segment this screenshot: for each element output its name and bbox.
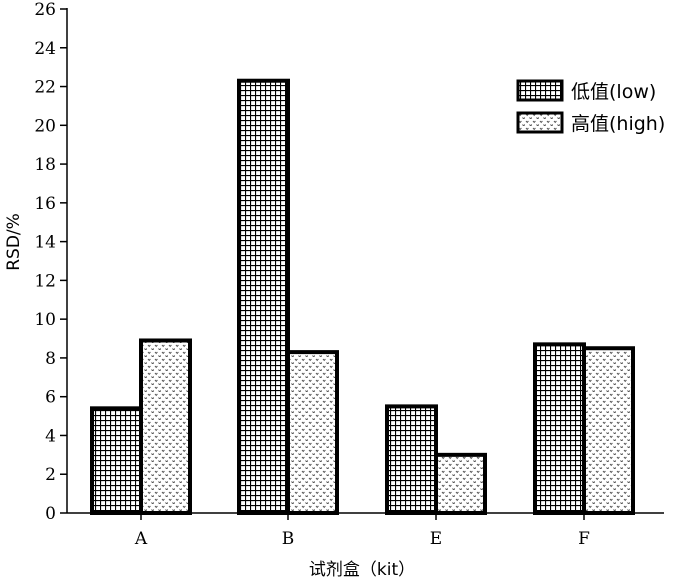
- x-axis-title: 试剂盒（kit）: [309, 560, 415, 580]
- x-tick-label: F: [578, 529, 590, 549]
- bars-layer: [90, 78, 635, 516]
- y-axis-title: RSD/%: [4, 213, 24, 271]
- x-tick-label: A: [134, 529, 148, 549]
- bar-f-high: [582, 346, 635, 515]
- y-tick-label: 6: [45, 388, 56, 408]
- x-tick-label: E: [430, 529, 442, 549]
- y-tick-label: 8: [45, 349, 56, 369]
- y-tick-label: 2: [45, 465, 56, 485]
- y-tick-label: 22: [34, 78, 56, 98]
- legend: 低值(low) 高值(high): [516, 79, 665, 135]
- y-tick-label: 0: [45, 504, 56, 524]
- y-tick-label: 26: [34, 0, 56, 20]
- legend-swatch-high: [516, 111, 564, 134]
- legend-label-high: 高值(high): [571, 113, 665, 135]
- y-tick-label: 18: [34, 155, 56, 175]
- y-tick-label: 10: [34, 310, 56, 330]
- bar-b-high: [286, 350, 339, 515]
- y-tick-label: 16: [34, 194, 56, 214]
- legend-label-low: 低值(low): [571, 81, 656, 103]
- bar-b-low: [237, 78, 290, 515]
- bar-f-low: [533, 342, 586, 515]
- y-tick-label: 20: [34, 116, 56, 136]
- bar-e-low: [385, 404, 438, 515]
- bar-a-high: [139, 338, 192, 515]
- y-tick-label: 24: [34, 39, 56, 59]
- x-tick-label: B: [282, 529, 295, 549]
- y-tick-label: 12: [34, 271, 56, 291]
- y-tick-label: 14: [34, 233, 56, 253]
- legend-swatch-low: [516, 79, 564, 102]
- y-tick-label: 4: [45, 426, 56, 446]
- bar-a-low: [90, 406, 143, 516]
- bar-e-high: [434, 452, 487, 516]
